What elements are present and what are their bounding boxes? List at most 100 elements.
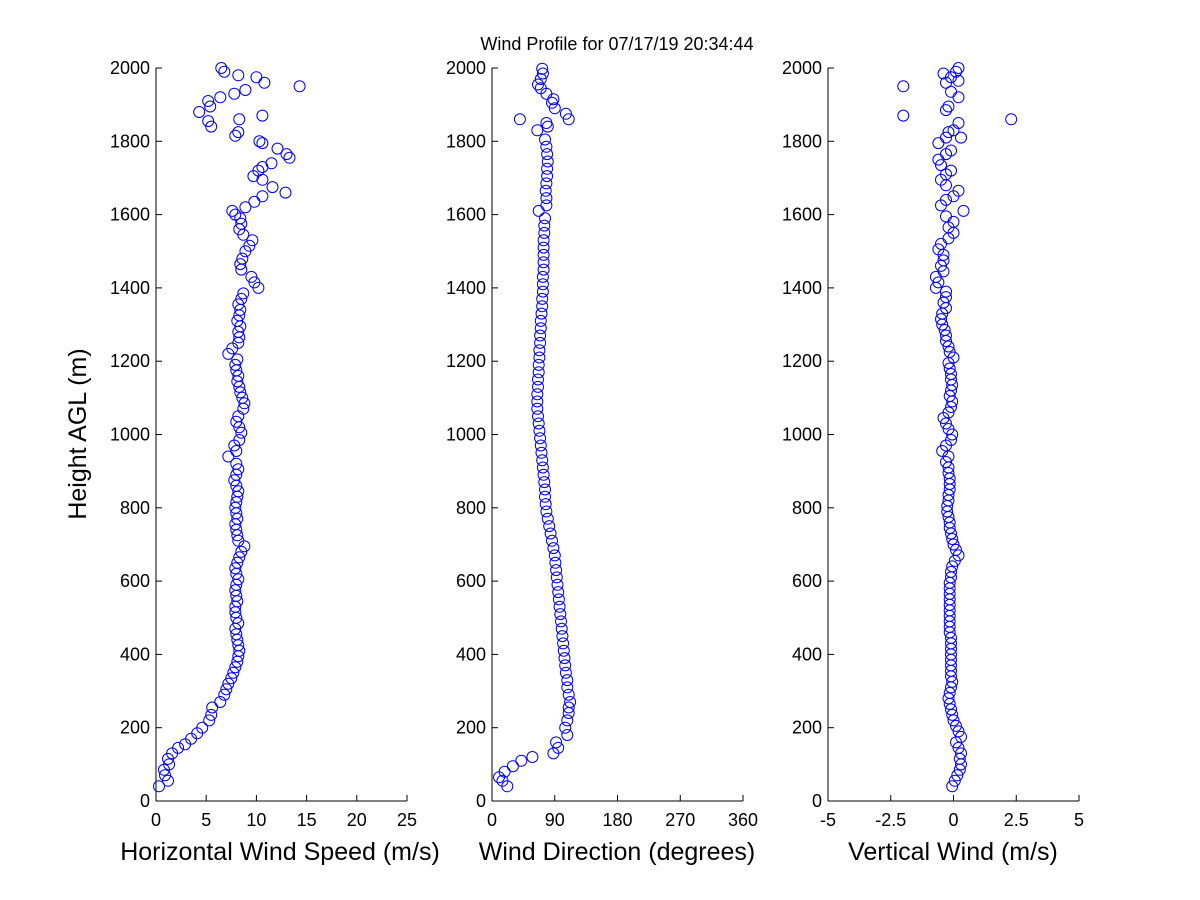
data-point [232, 463, 245, 476]
data-point [942, 406, 955, 419]
data-point [506, 760, 519, 773]
data-point [543, 520, 556, 533]
data-point [214, 91, 227, 104]
data-point [231, 314, 244, 327]
data-point [943, 686, 956, 699]
y-tick-label: 2000 [110, 58, 150, 78]
data-point [533, 424, 546, 437]
data-point [538, 226, 551, 239]
data-point [538, 219, 551, 232]
data-point [948, 774, 961, 787]
data-point [540, 505, 553, 518]
data-point [945, 164, 957, 177]
y-tick-label: 200 [120, 718, 150, 738]
data-point [537, 248, 550, 261]
data-point [513, 113, 526, 126]
figure-title: Wind Profile for 07/17/19 20:34:44 [480, 34, 753, 54]
data-point [552, 593, 565, 606]
y-tick-label: 800 [120, 498, 150, 518]
data-point [202, 115, 215, 128]
data-point [258, 76, 271, 89]
data-point [541, 155, 554, 168]
data-point [940, 329, 952, 342]
data-point [235, 292, 248, 305]
data-point [535, 446, 548, 459]
data-point [562, 113, 575, 126]
y-tick-label: 1600 [446, 205, 486, 225]
y-tick-label: 1200 [446, 351, 486, 371]
data-point [536, 292, 549, 305]
data-point [232, 617, 245, 630]
data-point [943, 516, 956, 529]
data-point [532, 358, 545, 371]
data-point [947, 714, 960, 727]
series-horizontal-wind-speed [153, 62, 306, 793]
y-tick-label: 1200 [110, 351, 150, 371]
data-point [943, 346, 956, 358]
data-point [280, 148, 293, 161]
data-point [564, 696, 577, 708]
y-tick-label: 600 [792, 571, 822, 591]
data-point [229, 129, 242, 142]
data-point [945, 703, 957, 716]
data-point [235, 217, 248, 230]
data-point [554, 608, 567, 621]
x-tick-label: 0 [151, 810, 161, 830]
data-point [940, 291, 952, 304]
data-point [220, 683, 233, 696]
data-point [234, 386, 247, 399]
data-point [540, 140, 553, 153]
data-point [534, 82, 547, 95]
series-wind-direction [493, 62, 577, 793]
y-axis-label-height: Height AGL (m) [64, 348, 92, 519]
data-point [230, 415, 243, 428]
data-point [549, 556, 562, 569]
x-tick-label: 20 [347, 810, 367, 830]
data-point [203, 714, 216, 727]
data-point [248, 195, 261, 208]
data-point [955, 131, 967, 144]
data-point [537, 263, 550, 276]
data-point [228, 474, 241, 487]
data-point [897, 80, 910, 93]
data-point [234, 258, 247, 271]
data-point [534, 73, 547, 85]
y-tick-label: 1800 [110, 131, 150, 151]
data-point [222, 450, 235, 463]
data-point [534, 329, 547, 342]
data-point [937, 296, 950, 309]
y-tick-label: 1400 [446, 278, 486, 298]
data-point [938, 324, 951, 336]
data-point [935, 259, 947, 272]
data-point [539, 184, 552, 197]
data-point [539, 490, 551, 503]
y-tick-label: 2000 [782, 58, 822, 78]
data-point [225, 672, 238, 685]
data-point [951, 769, 964, 782]
data-point [552, 741, 565, 754]
data-point [541, 162, 554, 175]
data-point [232, 485, 245, 498]
data-point [952, 117, 965, 129]
data-point [553, 600, 566, 613]
data-point [235, 426, 248, 439]
data-point [945, 368, 957, 380]
data-point [945, 565, 957, 578]
data-point [946, 560, 959, 573]
data-point [544, 527, 557, 540]
data-point [227, 666, 240, 679]
data-point [940, 210, 952, 223]
data-point [952, 74, 965, 87]
data-point [250, 71, 263, 84]
data-point [539, 212, 551, 225]
y-tick-label: 1400 [782, 278, 822, 298]
data-point [942, 126, 955, 139]
data-point [541, 148, 554, 161]
data-point [559, 107, 572, 120]
panel-horizontal-wind-speed: Horizontal Wind Speed (m/s) Height AGL (… [64, 58, 440, 866]
data-point [230, 457, 243, 470]
data-point [540, 199, 553, 212]
data-point [235, 545, 248, 558]
data-point [159, 769, 171, 782]
data-point [1005, 113, 1018, 126]
